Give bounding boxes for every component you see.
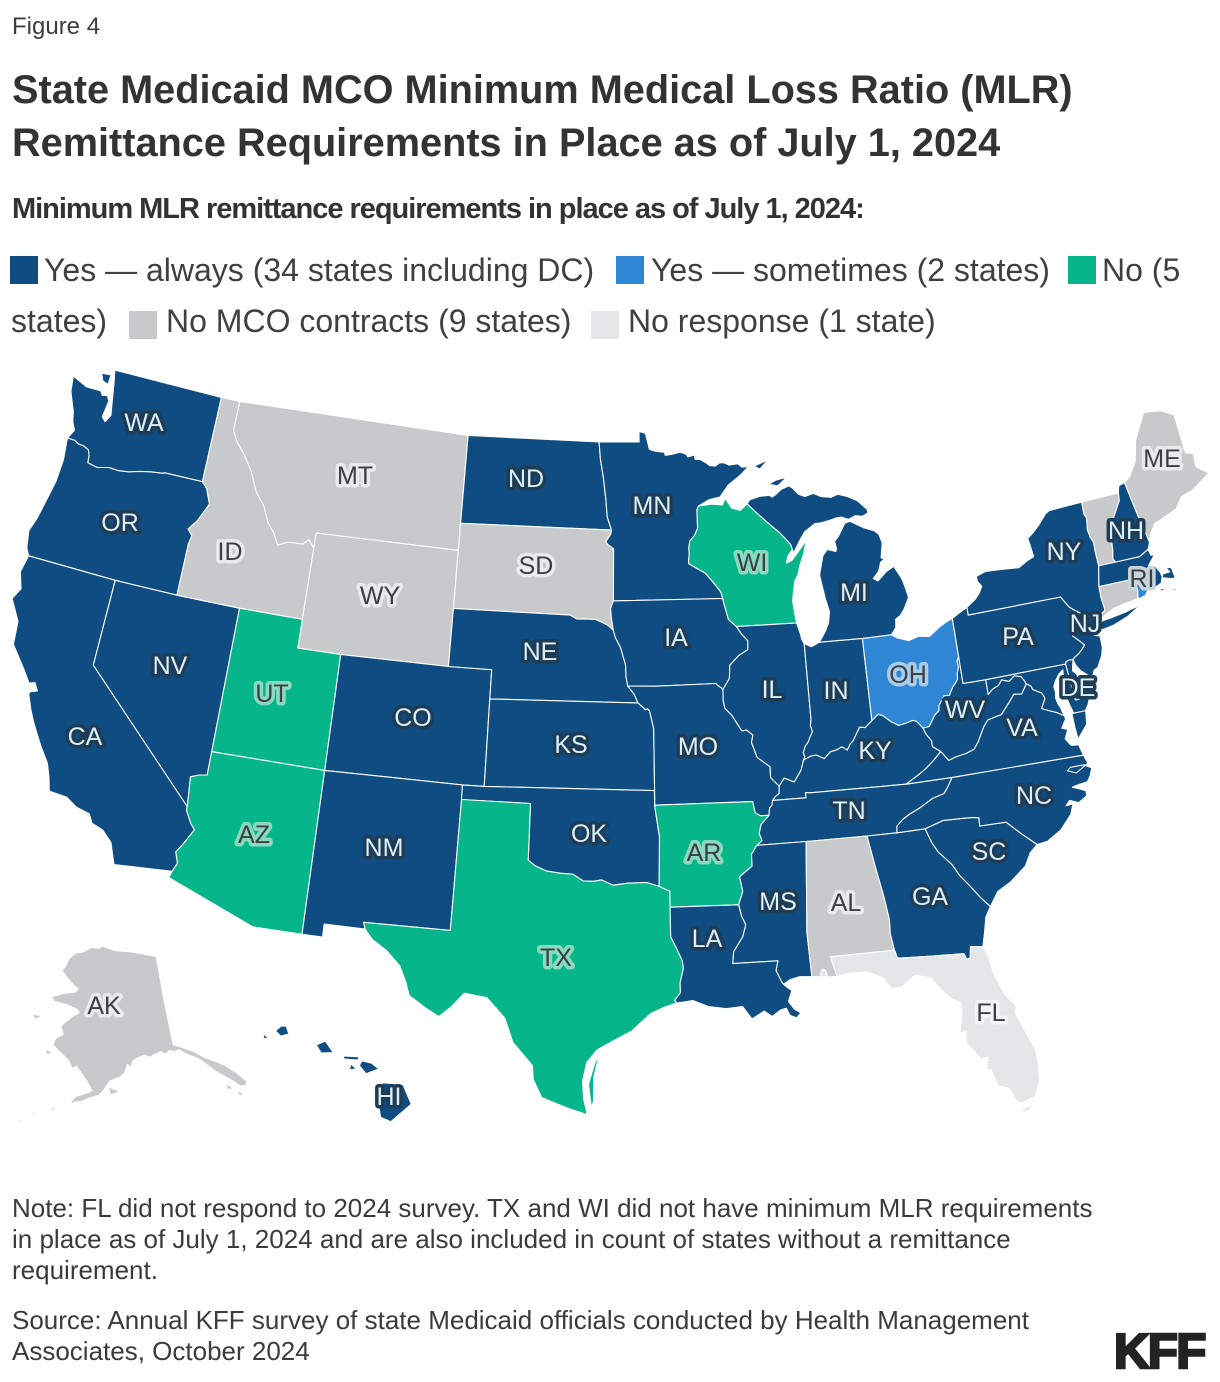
svg-text:OK: OK	[571, 820, 607, 848]
svg-text:NH: NH	[1108, 517, 1144, 545]
svg-text:ID: ID	[218, 538, 243, 566]
svg-text:MI: MI	[840, 579, 868, 607]
svg-text:AZ: AZ	[238, 821, 270, 849]
svg-text:OH: OH	[889, 661, 927, 689]
svg-text:CA: CA	[68, 723, 103, 751]
svg-text:NC: NC	[1016, 782, 1052, 810]
svg-text:NE: NE	[523, 638, 558, 666]
svg-text:UT: UT	[255, 680, 288, 708]
svg-text:WV: WV	[945, 696, 986, 724]
svg-text:PA: PA	[1002, 623, 1034, 651]
svg-text:NY: NY	[1047, 538, 1082, 566]
svg-text:ME: ME	[1143, 445, 1181, 473]
svg-text:MN: MN	[633, 492, 672, 520]
svg-text:WA: WA	[124, 409, 164, 437]
svg-text:GA: GA	[912, 883, 948, 911]
svg-text:WI: WI	[737, 549, 768, 577]
svg-text:LA: LA	[692, 925, 723, 953]
svg-text:AR: AR	[687, 839, 722, 867]
svg-text:TX: TX	[540, 944, 572, 972]
svg-text:KS: KS	[554, 731, 587, 759]
svg-text:NV: NV	[153, 652, 188, 680]
svg-text:IN: IN	[824, 677, 849, 705]
svg-text:SD: SD	[519, 552, 554, 580]
svg-text:NM: NM	[365, 834, 404, 862]
svg-text:KFF: KFF	[1114, 1325, 1205, 1378]
svg-text:OR: OR	[101, 509, 139, 537]
svg-text:VA: VA	[1006, 714, 1038, 742]
svg-text:IL: IL	[762, 676, 783, 704]
svg-text:MS: MS	[759, 888, 797, 916]
svg-text:SC: SC	[972, 838, 1007, 866]
svg-text:ND: ND	[508, 465, 544, 493]
svg-text:HI: HI	[377, 1083, 402, 1111]
svg-text:TN: TN	[832, 797, 865, 825]
svg-text:CO: CO	[394, 704, 432, 732]
svg-text:MT: MT	[337, 462, 373, 490]
svg-text:RI: RI	[1130, 565, 1155, 593]
svg-text:MO: MO	[678, 733, 718, 761]
svg-text:AL: AL	[831, 889, 862, 917]
svg-text:FL: FL	[976, 999, 1005, 1027]
svg-text:NJ: NJ	[1070, 610, 1101, 638]
svg-text:WY: WY	[360, 582, 401, 610]
svg-text:DE: DE	[1061, 674, 1096, 702]
svg-text:IA: IA	[664, 624, 688, 652]
svg-text:AK: AK	[87, 992, 121, 1020]
svg-text:KY: KY	[858, 737, 892, 765]
